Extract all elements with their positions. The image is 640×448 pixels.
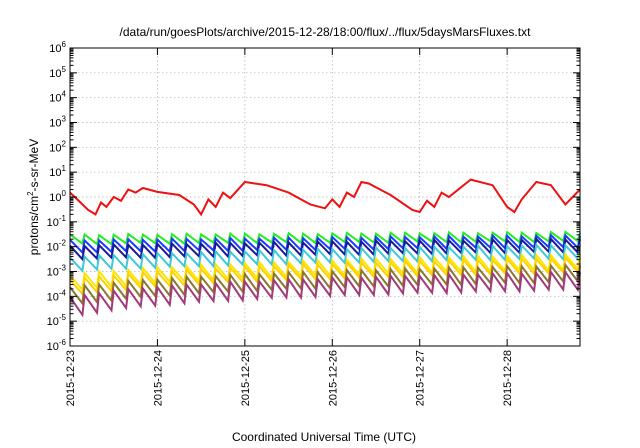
y-tick-label: 10-5 — [47, 313, 67, 328]
y-axis-title-rest: -s-sr-MeV — [27, 139, 41, 192]
x-tick-label: 2015-12-24 — [152, 350, 164, 406]
y-tick-label-base: 10 — [47, 267, 59, 279]
y-tick-label-exponent: 6 — [62, 40, 67, 49]
y-tick-label-exponent: -6 — [59, 338, 67, 347]
y-tick-label-base: 10 — [49, 68, 61, 80]
x-tick-label: 2015-12-28 — [502, 350, 514, 406]
y-axis-title: protons/cm2-s-sr-MeV — [26, 139, 41, 255]
y-tick-label-exponent: -5 — [59, 313, 67, 322]
y-tick-label-base: 10 — [49, 142, 61, 154]
y-tick-label-exponent: 4 — [62, 90, 67, 99]
y-tick-label: 10-1 — [47, 214, 67, 229]
y-tick-label-exponent: -2 — [59, 239, 67, 248]
y-tick-label-exponent: 1 — [62, 164, 67, 173]
y-tick-label-base: 10 — [49, 118, 61, 130]
y-tick-label: 103 — [49, 115, 66, 130]
x-axis-title: Coordinated Universal Time (UTC) — [232, 430, 416, 444]
y-axis-ticks: 10-610-510-410-310-210-11001011021031041… — [47, 40, 580, 353]
y-axis-title-exponent: 2 — [26, 191, 35, 196]
y-axis-title-unit: protons/cm — [27, 196, 41, 255]
y-tick-label: 104 — [49, 90, 66, 105]
y-tick-label: 10-6 — [47, 338, 67, 353]
x-tick-label: 2015-12-27 — [415, 350, 427, 406]
y-tick-label-exponent: -4 — [59, 288, 67, 297]
y-tick-label-exponent: 5 — [62, 65, 67, 74]
series-line-5 — [69, 242, 581, 273]
series-line-9 — [69, 269, 581, 318]
y-tick-label-base: 10 — [49, 192, 61, 204]
y-tick-label-base: 10 — [47, 316, 59, 328]
y-tick-label: 100 — [49, 189, 66, 204]
series-line-4 — [69, 236, 581, 262]
chart-title: /data/run/goesPlots/archive/2015-12-28/1… — [120, 25, 532, 39]
y-tick-label: 105 — [49, 65, 66, 80]
y-tick-label-base: 10 — [47, 242, 59, 254]
series-line-2 — [69, 230, 581, 246]
y-tick-label-base: 10 — [47, 217, 59, 229]
y-tick-label: 10-2 — [47, 239, 67, 254]
y-tick-label-exponent: 0 — [62, 189, 67, 198]
y-tick-label: 101 — [49, 164, 66, 179]
y-tick-label-base: 10 — [47, 291, 59, 303]
x-axis-ticks: 2015-12-23 2015-12-24 2015-12-25 2015-12-26… — [65, 48, 514, 406]
series-line-7 — [69, 255, 581, 297]
x-tick-label: 2015-12-23 — [65, 350, 77, 406]
y-tick-label-exponent: 2 — [62, 139, 67, 148]
y-tick-label-base: 10 — [47, 341, 59, 353]
x-tick-label: 2015-12-26 — [327, 350, 339, 406]
x-tick-label: 2015-12-25 — [240, 350, 252, 406]
y-tick-label-exponent: 3 — [62, 115, 67, 124]
y-tick-label-base: 10 — [49, 167, 61, 179]
y-tick-label-base: 10 — [49, 93, 61, 105]
y-tick-label-base: 10 — [49, 43, 61, 55]
y-tick-label-exponent: -3 — [59, 264, 67, 273]
y-tick-label: 10-3 — [47, 264, 67, 279]
series-line-1 — [69, 178, 581, 217]
y-tick-label-exponent: -1 — [59, 214, 67, 223]
y-tick-label: 106 — [49, 40, 66, 55]
y-tick-label: 102 — [49, 139, 66, 154]
y-tick-label: 10-4 — [47, 288, 67, 303]
gridlines — [70, 48, 580, 346]
series-lines — [69, 178, 581, 318]
